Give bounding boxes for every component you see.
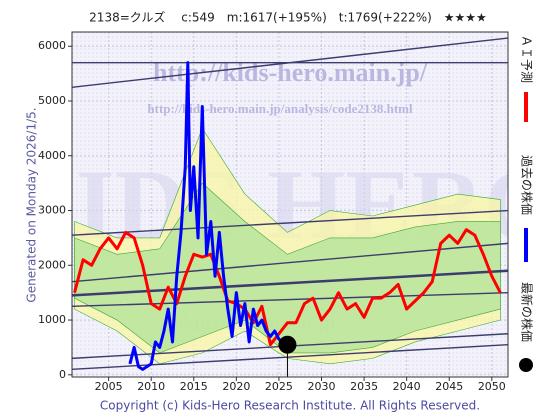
x-tick-label: 2020	[222, 380, 250, 393]
x-tick-label: 2035	[350, 380, 378, 393]
y-tick-label: 6000	[38, 39, 66, 52]
y-tick-label: 1000	[38, 313, 66, 326]
legend-label: 過去の株価	[520, 155, 535, 215]
series-line	[128, 61, 284, 371]
x-tick-label: 2045	[435, 380, 463, 393]
trend-line	[72, 269, 508, 297]
x-tick-label: 2040	[393, 380, 421, 393]
trend-line	[72, 343, 508, 371]
generated-note: Generated on Monday 2026/1/5.	[25, 107, 39, 302]
copyright: Copyright (c) Kids-Hero Research Institu…	[100, 399, 480, 413]
y-tick-label: 3000	[38, 204, 66, 217]
x-tick-label: 2050	[478, 380, 506, 393]
plot-layer: http://kids-hero.main.jp/http://kids-her…	[72, 32, 508, 377]
x-tick-label: 2005	[95, 380, 123, 393]
trend-line	[72, 37, 508, 89]
trend-line	[72, 209, 508, 236]
x-tick-label: 2010	[137, 380, 165, 393]
chart-title: 2138=クルズ c:549 m:1617(+195%) t:1769(+222…	[89, 10, 487, 25]
series-line	[73, 228, 502, 347]
legend-label: ＡＩ予測	[520, 35, 534, 83]
y-tick-label: 5000	[38, 94, 66, 107]
legend-swatch	[519, 358, 533, 372]
y-tick-label: 4000	[38, 149, 66, 162]
plot-frame	[71, 31, 509, 378]
x-tick-label: 2015	[180, 380, 208, 393]
legend-label: 最新の株価	[520, 282, 535, 342]
latest-price	[278, 335, 297, 354]
trend-line	[72, 291, 508, 308]
x-tick-label: 2030	[308, 380, 336, 393]
x-tick-label: 2025	[265, 380, 293, 393]
y-tick-label: 2000	[38, 258, 66, 271]
y-tick-label: 0	[59, 368, 66, 381]
watermark: http://kids-hero.main.jp/analysis/code21…	[147, 101, 413, 116]
